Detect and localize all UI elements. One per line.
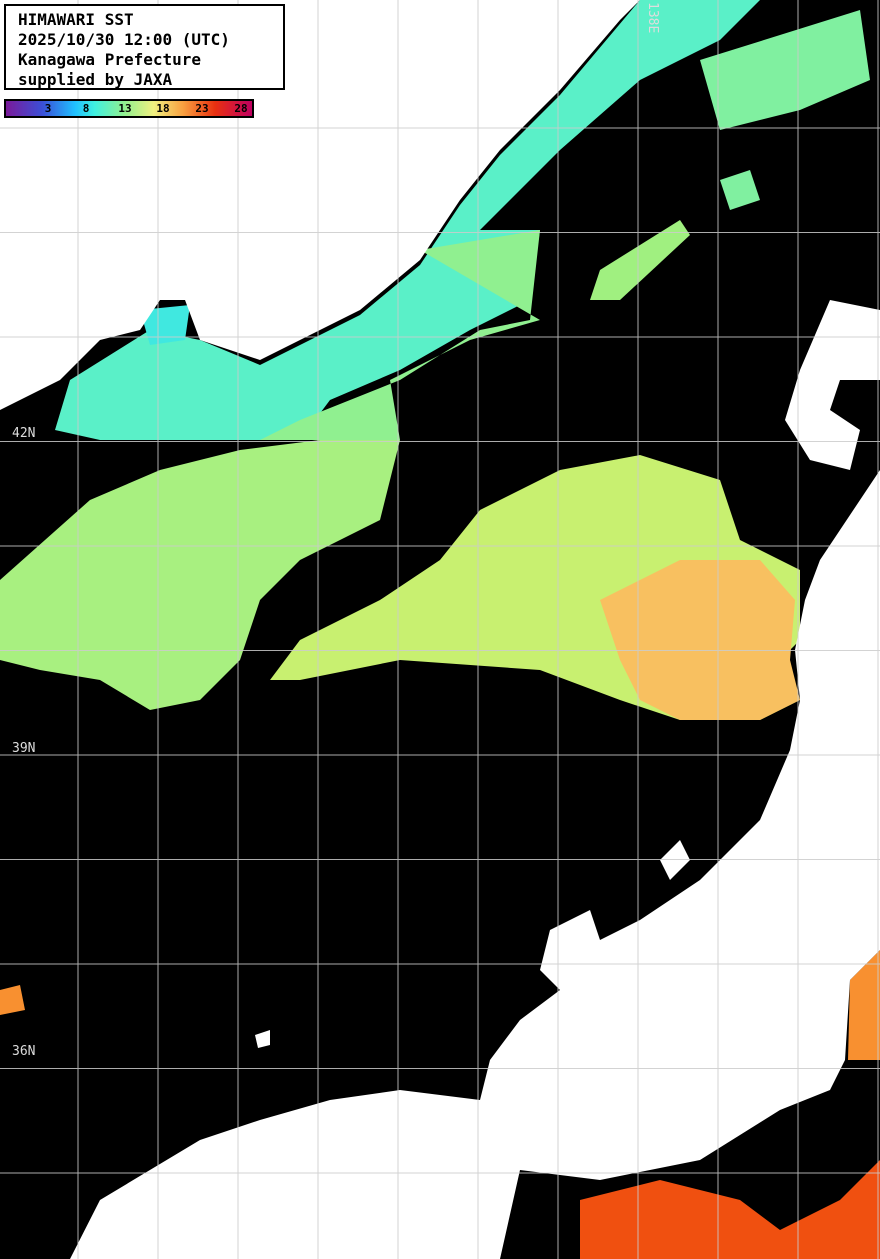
colorbar-tick: 23 bbox=[195, 102, 209, 115]
sst-ne-patch2 bbox=[720, 170, 760, 210]
sst-west-green bbox=[0, 440, 400, 710]
lat-label: 39N bbox=[12, 741, 36, 756]
sst-ne-patch3 bbox=[700, 10, 870, 130]
colorbar-tick: 8 bbox=[82, 102, 90, 115]
sst-ne-patch bbox=[590, 220, 690, 300]
land-tsushima bbox=[255, 1030, 270, 1048]
colorbar-tick: 3 bbox=[44, 102, 52, 115]
sst-east-hot bbox=[848, 950, 880, 1060]
sst-north-green bbox=[260, 230, 540, 440]
sst-west-hot bbox=[0, 985, 25, 1015]
colorbar: 3 8 13 18 23 28 bbox=[4, 99, 254, 118]
colorbar-tick: 18 bbox=[156, 102, 170, 115]
sst-cold-bay bbox=[140, 305, 190, 345]
lat-label: 36N bbox=[12, 1044, 36, 1059]
title-line-source: supplied by JAXA bbox=[18, 70, 173, 89]
sst-warm-core bbox=[600, 560, 800, 720]
land-honshu bbox=[70, 470, 880, 1259]
colorbar-tick: 13 bbox=[118, 102, 132, 115]
sst-coastal-cold bbox=[55, 0, 760, 440]
title-line-datetime: 2025/10/30 12:00 (UTC) bbox=[18, 30, 230, 49]
title-line-product: HIMAWARI SST bbox=[18, 10, 134, 29]
sst-south-hot bbox=[580, 1160, 880, 1259]
title-box: HIMAWARI SST 2025/10/30 12:00 (UTC) Kana… bbox=[4, 4, 285, 90]
title-line-org: Kanagawa Prefecture bbox=[18, 50, 202, 69]
lon-label: 138E bbox=[645, 2, 660, 34]
colorbar-tick: 28 bbox=[234, 102, 248, 115]
lat-label: 42N bbox=[12, 426, 36, 441]
land-hokkaido bbox=[785, 300, 880, 470]
